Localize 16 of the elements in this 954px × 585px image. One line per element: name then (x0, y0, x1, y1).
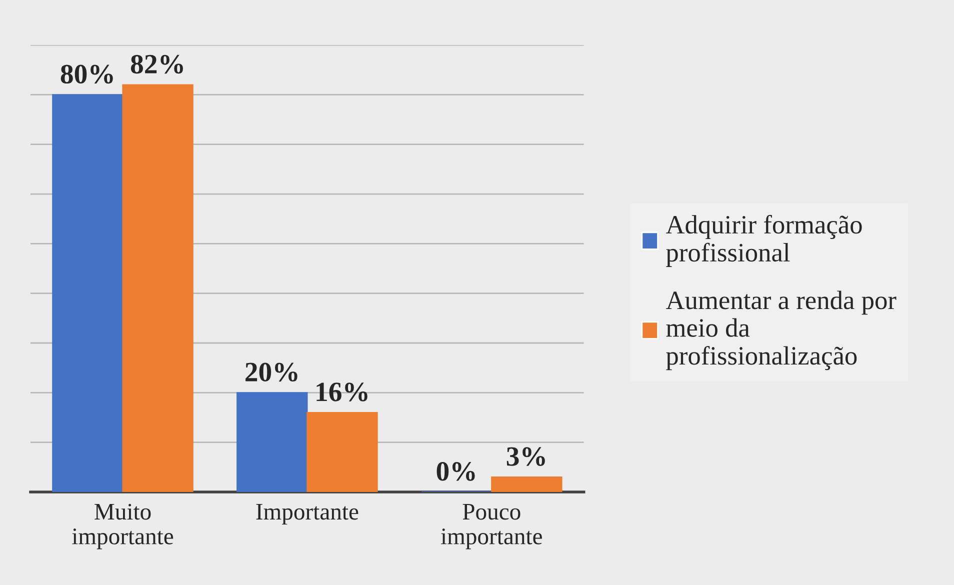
data-label: 20% (246, 362, 298, 382)
x-tick-label: Importante (256, 504, 358, 525)
legend-label: Adquirir formação profissional (666, 214, 862, 267)
data-label: 82% (130, 54, 183, 74)
x-tick-label: Muito importante (72, 504, 174, 550)
data-label: 16% (316, 382, 368, 402)
data-label: 0% (436, 462, 475, 481)
data-label: 80% (60, 64, 113, 84)
bar (491, 476, 562, 492)
data-label: 3% (506, 447, 545, 466)
bar (236, 392, 308, 492)
bar (306, 412, 378, 492)
bar (122, 84, 194, 492)
legend-label: Aumentar a renda por meio da profissionalização (666, 290, 896, 370)
bar (52, 94, 124, 492)
x-tick-label: Pouco importante (440, 504, 542, 550)
